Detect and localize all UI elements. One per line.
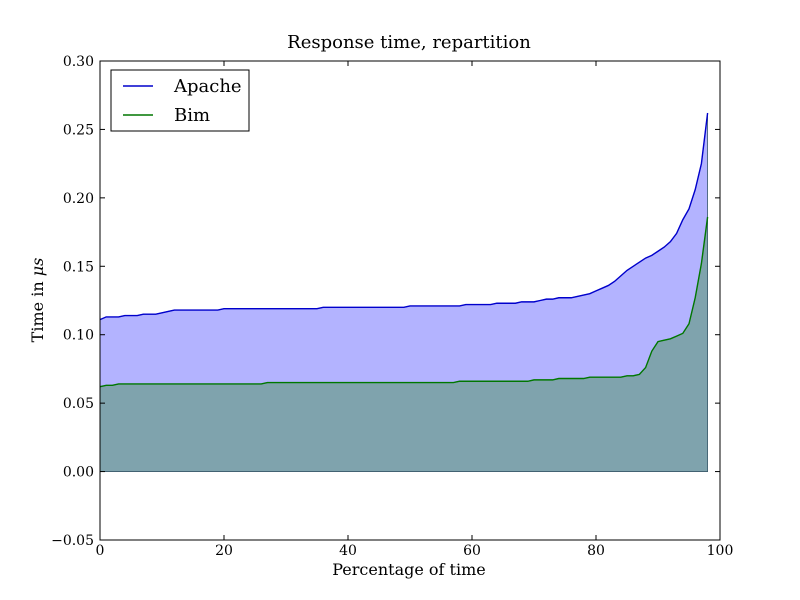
- legend-box: [110, 69, 250, 132]
- x-axis-label: Percentage of time: [332, 560, 486, 579]
- x-tick-label: 40: [339, 543, 357, 559]
- legend-label-bim: Bim: [174, 105, 210, 126]
- y-tick-label: −0.05: [51, 533, 94, 549]
- y-tick-label: 0.05: [63, 396, 94, 412]
- y-axis-label-text: Time in: [28, 276, 47, 342]
- y-tick-label: 0.30: [63, 54, 94, 70]
- y-tick-label: 0.00: [63, 465, 94, 481]
- x-tick-label: 0: [96, 543, 105, 559]
- x-axis: 0 20 40 60 80 100: [96, 61, 734, 559]
- x-tick-label: 60: [463, 543, 481, 559]
- y-axis: −0.05 0.00 0.05 0.10 0.15 0.20 0.25 0.30: [51, 54, 720, 549]
- y-tick-label: 0.25: [63, 122, 94, 138]
- legend-label-apache: Apache: [173, 76, 242, 97]
- legend: Apache Bim: [110, 69, 250, 132]
- y-axis-label-unit: μs: [28, 258, 47, 277]
- plot-area: [99, 112, 709, 472]
- chart-title: Response time, repartition: [287, 32, 531, 53]
- x-tick-label: 100: [707, 543, 734, 559]
- series-line-bim: [99, 216, 709, 388]
- y-axis-label: Time in μs: [28, 258, 47, 343]
- x-tick-label: 80: [587, 543, 605, 559]
- y-tick-label: 0.15: [63, 259, 94, 275]
- series-line-apache: [99, 112, 709, 321]
- y-tick-label: 0.10: [63, 328, 94, 344]
- x-tick-label: 20: [215, 543, 233, 559]
- plot-frame: [99, 60, 721, 541]
- y-tick-label: 0.20: [63, 191, 94, 207]
